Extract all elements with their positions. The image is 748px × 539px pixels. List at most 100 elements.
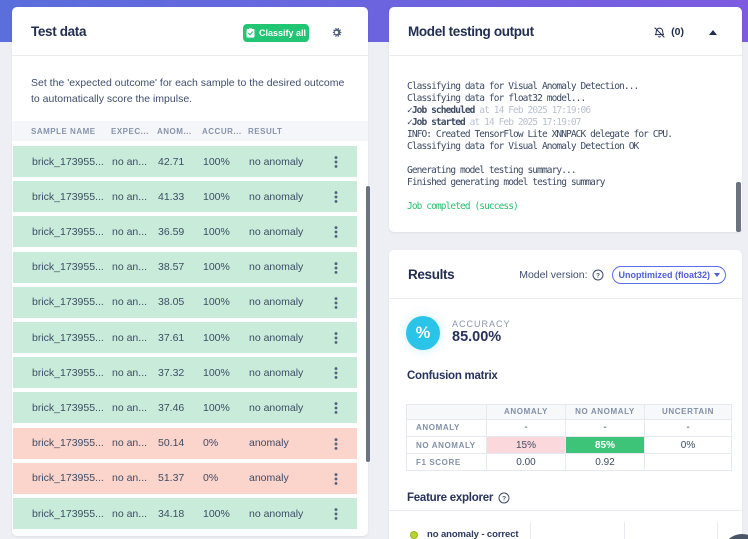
classify-all-button[interactable]: Classify all — [243, 23, 309, 42]
cell-result: no anomaly — [249, 507, 304, 520]
test-data-title: Test data — [31, 24, 87, 39]
model-version-dropdown[interactable]: Unoptimized (float32) — [611, 265, 726, 284]
chart-legend-item[interactable]: no anomaly - correct — [410, 529, 519, 539]
row-menu-kebab-icon[interactable] — [334, 332, 338, 344]
column-header-expected: EXPEC... — [111, 127, 149, 136]
log-line: Classifying data for Visual Anomaly Dete… — [407, 81, 639, 92]
matrix-cell: 0.00 — [486, 453, 566, 472]
log-line: Classifying data for float32 model... — [407, 93, 586, 104]
cell-expected: no an... — [112, 261, 148, 274]
confusion-matrix-table: ANOMALY NO ANOMALY UNCERTAIN ANOMALY - - - NO A… — [406, 403, 732, 472]
chat-fab-button[interactable] — [722, 534, 748, 539]
row-menu-kebab-icon[interactable] — [334, 156, 338, 168]
matrix-cell: 85% — [565, 435, 645, 455]
cell-sample-name: brick_173955... — [32, 225, 104, 238]
feature-explorer-help-icon[interactable]: ? — [498, 492, 510, 504]
cell-anomaly-score: 38.05 — [158, 296, 185, 309]
chart-gridline — [530, 522, 531, 539]
cell-sample-name: brick_173955... — [32, 331, 104, 344]
matrix-row-label: F1 SCORE — [406, 453, 487, 472]
log-line: ✓Job started at 14 Feb 2025 17:19:07 — [407, 117, 581, 128]
test-data-row[interactable]: brick_173955... no an... 37.61 100% no anoma… — [13, 322, 357, 353]
row-menu-kebab-icon[interactable] — [334, 402, 338, 415]
cell-expected: no an... — [112, 437, 148, 450]
row-menu-kebab-icon[interactable] — [334, 191, 338, 204]
log-line — [407, 189, 729, 201]
settings-gear-icon[interactable] — [331, 27, 342, 38]
confusion-matrix-title: Confusion matrix — [407, 369, 498, 382]
cell-accuracy: 0% — [203, 472, 219, 485]
row-menu-kebab-icon[interactable] — [334, 508, 338, 520]
row-menu-kebab-icon[interactable] — [334, 261, 338, 274]
row-menu-kebab-icon[interactable] — [334, 472, 338, 485]
cell-anomaly-score: 37.32 — [158, 366, 185, 379]
matrix-cell — [644, 453, 732, 472]
row-menu-kebab-icon[interactable] — [334, 367, 338, 380]
model-testing-output-panel: Model testing output (0) Classifying dat… — [389, 7, 742, 232]
model-version-value: Unoptimized (float32) — [618, 269, 711, 280]
test-data-row[interactable]: brick_173955... no an... 37.46 100% no anoma… — [13, 392, 357, 424]
test-data-row[interactable]: brick_173955... no an... 41.33 100% no anoma… — [13, 181, 357, 213]
notifications-muted-bell-icon[interactable] — [653, 26, 666, 39]
matrix-cell: - — [486, 418, 566, 437]
notifications-count: (0) — [671, 26, 684, 38]
cell-result: anomaly — [249, 472, 289, 485]
test-data-scrollbar[interactable] — [365, 186, 370, 462]
test-data-row[interactable]: brick_173955... no an... 51.37 0% anomaly — [13, 462, 357, 494]
test-data-row[interactable]: brick_173955... no an... 42.71 100% no anoma… — [13, 146, 357, 177]
cell-accuracy: 100% — [203, 331, 230, 344]
cell-accuracy: 100% — [203, 507, 230, 520]
matrix-column-header: UNCERTAIN — [644, 403, 732, 420]
model-testing-output-header: Model testing output (0) — [389, 7, 742, 56]
collapse-caret-icon[interactable] — [709, 29, 717, 35]
log-scrollbar[interactable] — [736, 182, 741, 232]
cell-result: no anomaly — [249, 401, 304, 414]
cell-result: no anomaly — [249, 225, 304, 238]
test-data-row[interactable]: brick_173955... no an... 38.57 100% no anoma… — [13, 251, 357, 283]
matrix-column-header: ANOMALY — [486, 403, 566, 420]
model-version-label: Model version: — [519, 268, 588, 281]
cell-sample-name: brick_173955... — [32, 296, 104, 309]
row-menu-kebab-icon[interactable] — [334, 437, 338, 450]
dropdown-caret-icon — [714, 272, 720, 277]
feature-explorer-chart: no anomaly - correct — [389, 511, 742, 539]
test-data-row[interactable]: brick_173955... no an... 37.32 100% no anoma… — [13, 357, 357, 389]
cell-anomaly-score: 42.71 — [158, 155, 185, 168]
cell-expected: no an... — [112, 296, 148, 309]
matrix-column-header: NO ANOMALY — [565, 403, 645, 420]
cell-sample-name: brick_173955... — [32, 472, 104, 485]
svg-text:?: ? — [502, 495, 506, 502]
chart-gridline — [717, 522, 718, 539]
column-header-sample-name: SAMPLE NAME — [31, 127, 96, 136]
test-data-description: Set the 'expected outcome' for each samp… — [31, 77, 345, 105]
cell-result: anomaly — [249, 437, 289, 450]
feature-explorer-title: Feature explorer ? — [407, 492, 510, 504]
matrix-cell: - — [565, 418, 645, 437]
cell-expected: no an... — [112, 190, 148, 203]
test-data-row[interactable]: brick_173955... no an... 34.18 100% no anoma… — [13, 498, 357, 529]
cell-sample-name: brick_173955... — [32, 261, 104, 274]
row-menu-kebab-icon[interactable] — [334, 226, 338, 239]
legend-dot-no-anomaly-correct — [410, 530, 418, 539]
log-line: ✓Job scheduled at 14 Feb 2025 17:19:06 — [407, 105, 591, 116]
log-line: Finished generating model testing summar… — [407, 177, 606, 188]
cell-sample-name: brick_173955... — [32, 190, 104, 203]
cell-anomaly-score: 51.37 — [158, 472, 185, 485]
matrix-cell: 15% — [486, 435, 566, 455]
cell-result: no anomaly — [249, 331, 304, 344]
cell-sample-name: brick_173955... — [32, 155, 104, 168]
test-data-row[interactable]: brick_173955... no an... 38.05 100% no anoma… — [13, 286, 357, 318]
feature-explorer-divider — [389, 510, 742, 511]
log-line — [407, 153, 729, 165]
row-menu-kebab-icon[interactable] — [334, 296, 338, 309]
model-version-help-icon[interactable]: ? — [592, 269, 604, 281]
column-header-anomaly: ANOM... — [157, 127, 192, 136]
cell-sample-name: brick_173955... — [32, 507, 104, 520]
accuracy-icon: % — [406, 316, 440, 350]
job-log: Classifying data for Visual Anomaly Dete… — [407, 81, 729, 213]
cell-anomaly-score: 41.33 — [158, 190, 185, 203]
test-data-row[interactable]: brick_173955... no an... 50.14 0% anomaly — [13, 427, 357, 459]
test-data-row[interactable]: brick_173955... no an... 36.59 100% no anoma… — [13, 216, 357, 248]
results-panel: Results Model version: ? Unoptimized (fl… — [389, 250, 742, 539]
chart-gridline — [624, 522, 625, 539]
